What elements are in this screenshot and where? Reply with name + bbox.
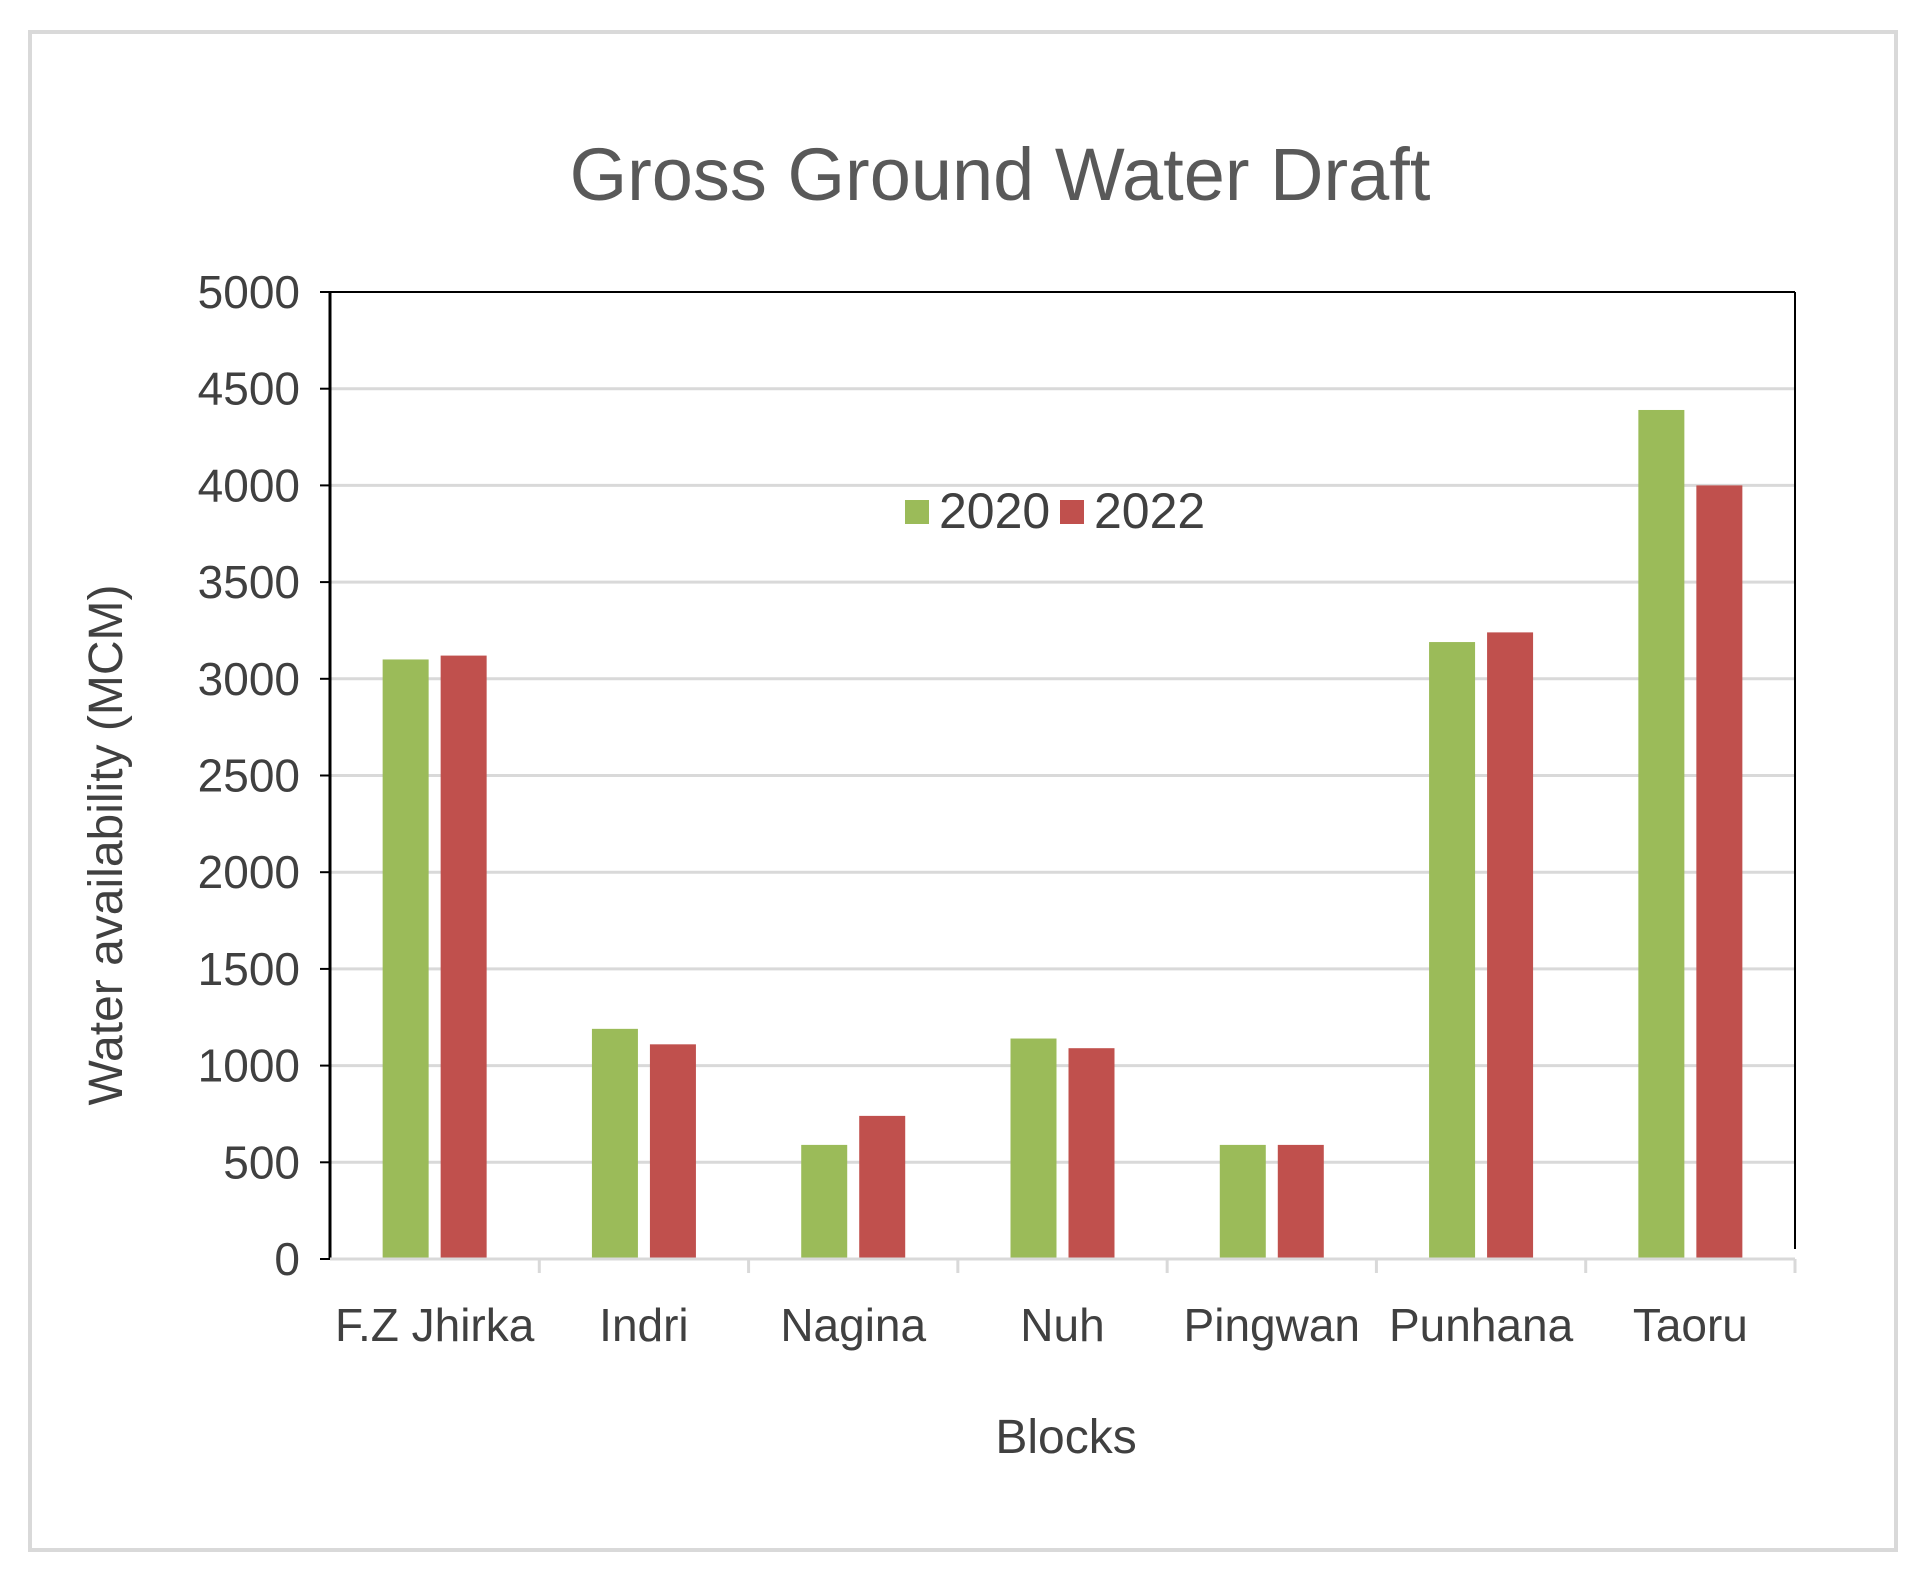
x-tick-label: Indri <box>599 1299 688 1351</box>
chart-frame <box>28 30 1898 1552</box>
gridlines <box>330 387 1795 1164</box>
bar-2020-f-z-jhirka <box>382 659 429 1259</box>
x-tick-label: Taoru <box>1633 1299 1748 1351</box>
legend-swatch-2022 <box>1060 500 1084 524</box>
legend-swatch-2020 <box>905 500 929 524</box>
bar-2020-nuh <box>1010 1038 1057 1259</box>
legend-label-2022: 2022 <box>1094 483 1205 539</box>
x-tick-label: Pingwan <box>1184 1299 1360 1351</box>
x-axis-title: Blocks <box>995 1411 1136 1464</box>
bar-2022-nagina <box>859 1115 906 1259</box>
y-tick-label: 3500 <box>198 556 300 608</box>
y-tick-label: 2000 <box>198 846 300 898</box>
y-tick-label: 0 <box>274 1233 300 1285</box>
y-tick-label: 1500 <box>198 943 300 995</box>
bar-2022-punhana <box>1487 632 1534 1259</box>
legend: 2020 2022 <box>905 483 1205 539</box>
bar-2020-pingwan <box>1219 1144 1266 1259</box>
bars <box>382 409 1743 1259</box>
bar-2020-nagina <box>801 1144 848 1259</box>
bar-2020-punhana <box>1429 642 1476 1259</box>
y-axis-title: Water availability (MCM) <box>80 585 133 1106</box>
bar-2022-f-z-jhirka <box>440 655 487 1259</box>
x-tick-label: Nuh <box>1020 1299 1104 1351</box>
axes <box>320 291 1797 1273</box>
x-tick-label: Nagina <box>780 1299 926 1351</box>
x-category-labels: F.Z Jhirka Indri Nagina Nuh Pingwan Punhana Ta… <box>335 1299 1748 1351</box>
bar-2022-nuh <box>1068 1048 1115 1259</box>
y-tick-label: 1000 <box>198 1040 300 1092</box>
chart-title: Gross Ground Water Draft <box>570 133 1431 216</box>
bar-2022-indri <box>649 1044 696 1259</box>
legend-label-2020: 2020 <box>939 483 1050 539</box>
x-tick-label: F.Z Jhirka <box>335 1299 535 1351</box>
y-tick-label: 5000 <box>198 266 300 318</box>
bar-2022-taoru <box>1696 485 1743 1259</box>
y-tick-label: 4000 <box>198 459 300 511</box>
x-tick-label: Punhana <box>1389 1299 1574 1351</box>
y-tick-label: 3000 <box>198 653 300 705</box>
bar-2022-pingwan <box>1277 1144 1324 1259</box>
y-tick-label: 500 <box>223 1136 300 1188</box>
bar-2020-taoru <box>1638 409 1685 1259</box>
y-tick-label: 4500 <box>198 363 300 415</box>
bar-2020-indri <box>591 1028 638 1259</box>
y-tick-label: 2500 <box>198 750 300 802</box>
y-tick-labels: 0 500 1000 1500 2000 2500 3000 3500 4000 4500 5000 <box>198 266 300 1285</box>
